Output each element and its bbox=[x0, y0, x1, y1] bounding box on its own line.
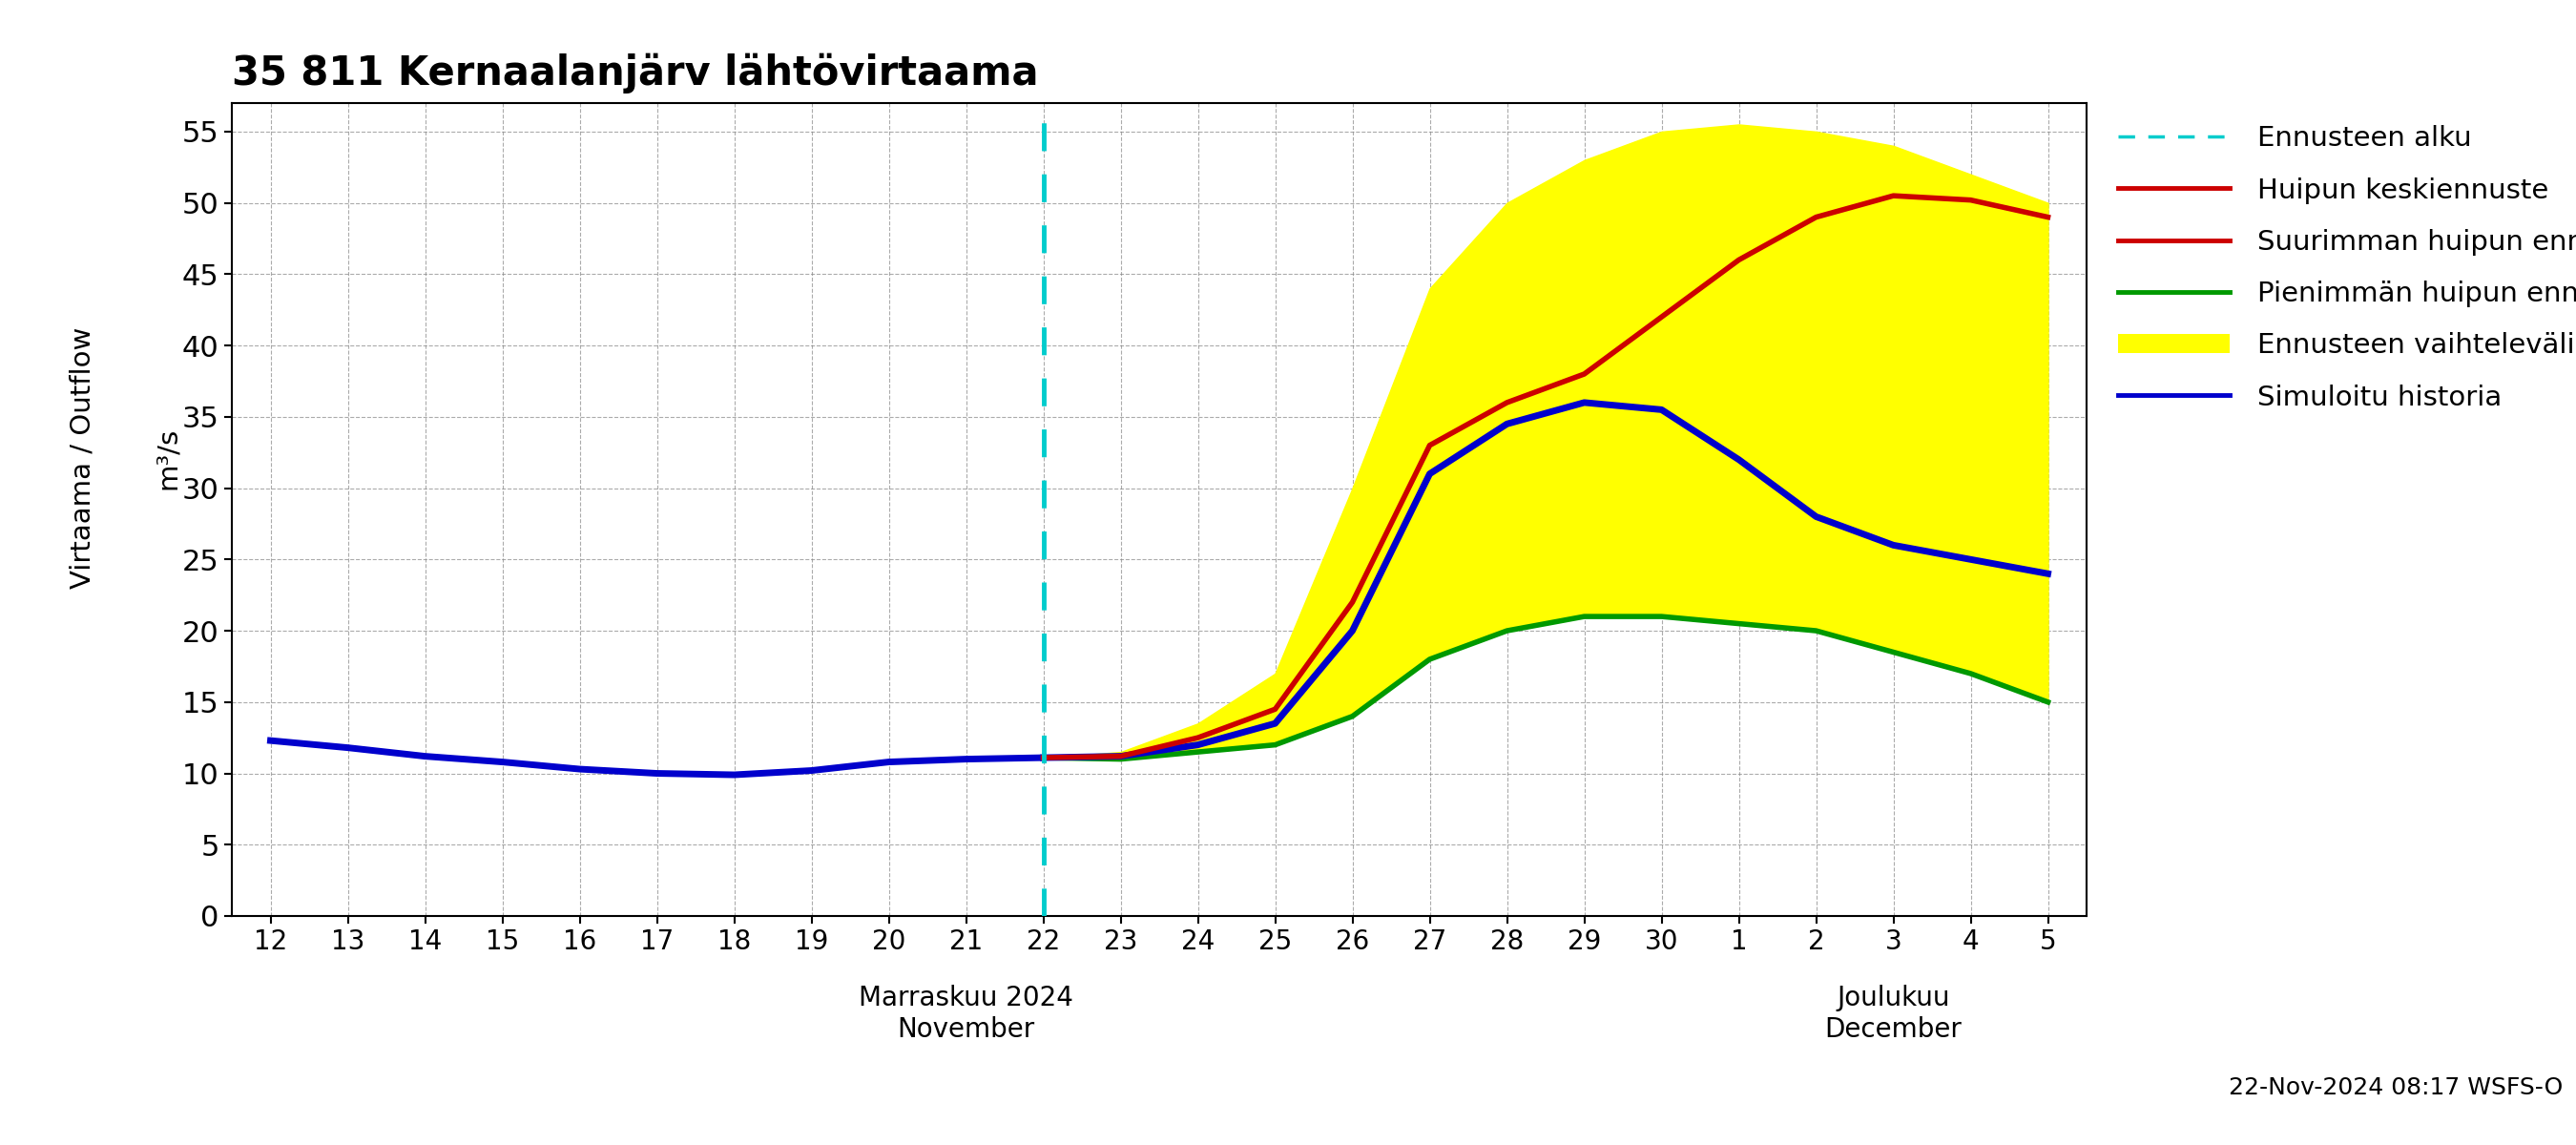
Text: m³/s: m³/s bbox=[155, 427, 180, 489]
Legend: Ennusteen alku, Huipun keskiennuste, Suurimman huipun ennuste, Pienimmän huipun : Ennusteen alku, Huipun keskiennuste, Suu… bbox=[2110, 117, 2576, 419]
Text: Joulukuu
December: Joulukuu December bbox=[1824, 985, 1963, 1043]
Text: Virtaama / Outflow: Virtaama / Outflow bbox=[70, 327, 95, 589]
Text: 22-Nov-2024 08:17 WSFS-O: 22-Nov-2024 08:17 WSFS-O bbox=[2228, 1076, 2563, 1099]
Text: Marraskuu 2024
November: Marraskuu 2024 November bbox=[858, 985, 1074, 1043]
Text: 35 811 Kernaalanjärv lähtövirtaama: 35 811 Kernaalanjärv lähtövirtaama bbox=[232, 53, 1038, 93]
